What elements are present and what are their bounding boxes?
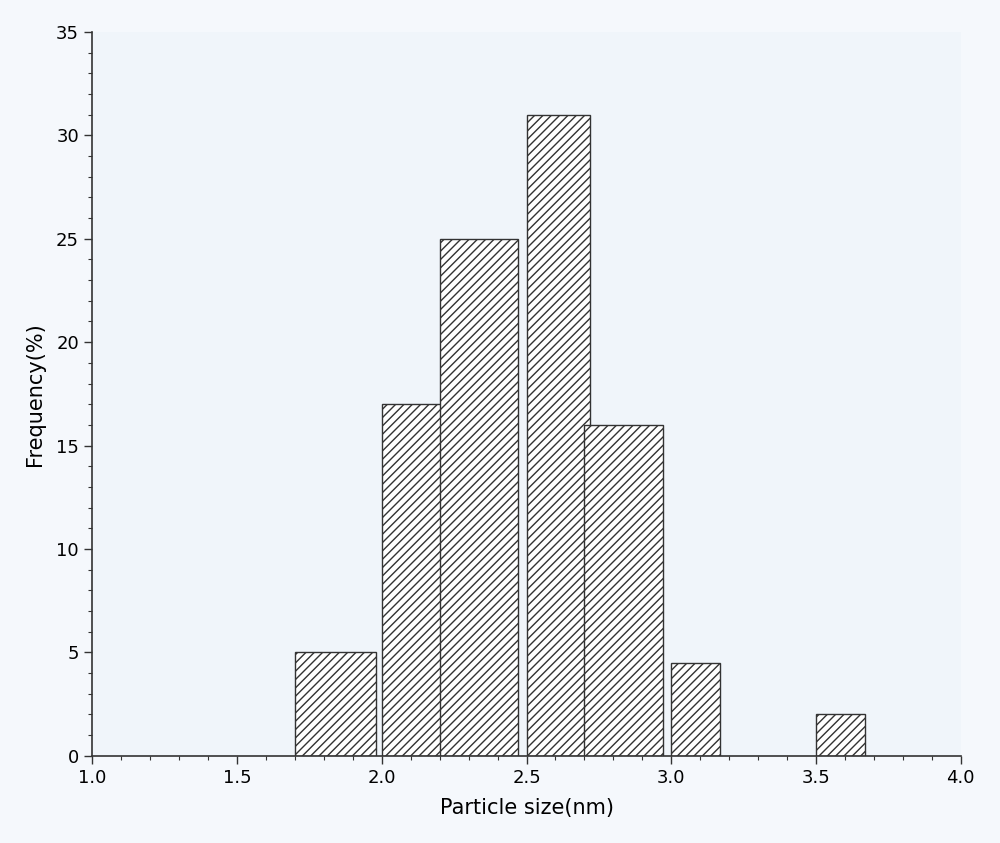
Bar: [671, 663, 720, 755]
Bar: [295, 652, 376, 755]
Bar: [816, 714, 865, 755]
Y-axis label: Frequency(%): Frequency(%): [25, 322, 45, 465]
Bar: [440, 239, 518, 755]
Bar: [584, 425, 663, 755]
Bar: [382, 404, 445, 755]
Bar: [527, 115, 590, 755]
X-axis label: Particle size(nm): Particle size(nm): [440, 798, 614, 818]
